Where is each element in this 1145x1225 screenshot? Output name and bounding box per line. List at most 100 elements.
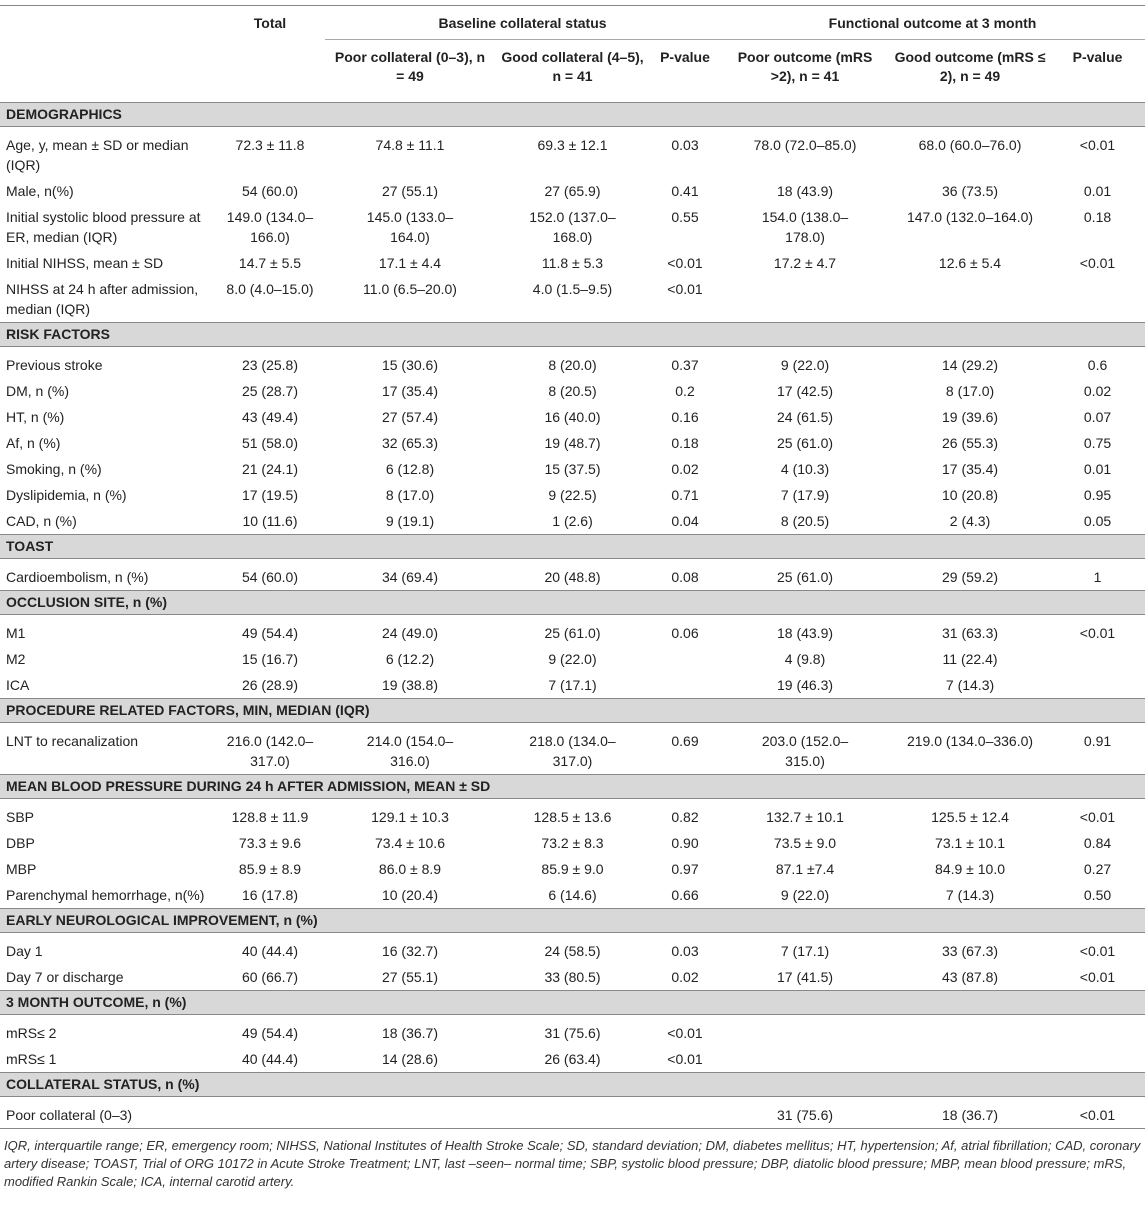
- data-cell: 0.66: [650, 882, 720, 909]
- row-label: Poor collateral (0–3): [0, 1096, 215, 1129]
- row-label: Male, n(%): [6, 183, 74, 199]
- data-cell: 132.7 ± 10.1: [720, 799, 890, 831]
- data-cell: 85.9 ± 8.9: [215, 856, 325, 882]
- cell-text: 73.2 ± 8.3: [541, 835, 604, 851]
- cell-text: 17 (42.5): [776, 383, 834, 399]
- section-title: OCCLUSION SITE, n (%): [0, 590, 1145, 615]
- row-label: Age, y, mean ± SD or median (IQR): [6, 137, 189, 173]
- row-label: NIHSS at 24 h after admission, median (I…: [6, 281, 199, 317]
- row-label: CAD, n (%): [6, 513, 77, 529]
- data-cell: 27 (65.9): [495, 178, 650, 204]
- data-cell: 9 (19.1): [325, 508, 495, 535]
- section-row: PROCEDURE RELATED FACTORS, MIN, MEDIAN (…: [0, 698, 1145, 723]
- cell-text: 0.06: [671, 625, 699, 641]
- data-cell: 0.02: [1083, 383, 1112, 399]
- cell-text: 20 (48.8): [544, 569, 601, 585]
- cell-text: 32 (65.3): [381, 435, 439, 451]
- cell-text: 54 (60.0): [241, 569, 299, 585]
- data-cell: 0.07: [1083, 409, 1112, 425]
- data-row: Af, n (%) 51 (58.0) 32 (65.3) 19 (48.7) 0.18…: [0, 430, 1145, 456]
- data-cell: 31 (75.6): [720, 1096, 891, 1129]
- cell-text: 15 (16.7): [241, 651, 299, 667]
- data-cell: 125.5 ± 12.4: [931, 809, 1009, 825]
- row-label: DM, n (%): [6, 383, 69, 399]
- data-cell: 0.75: [1083, 435, 1112, 451]
- data-cell: 74.8 ± 11.1: [325, 127, 495, 179]
- cell-text: 0.08: [671, 569, 699, 585]
- data-cell: 2 (4.3): [949, 513, 991, 529]
- cell-text: 0.2: [675, 383, 695, 399]
- data-cell: 0.50: [1083, 887, 1112, 903]
- data-cell: 26 (63.4): [495, 1046, 650, 1073]
- cell-text: 154.0 (138.0–178.0): [761, 209, 849, 245]
- data-cell: 1: [1093, 569, 1102, 585]
- data-cell: 73.2 ± 8.3: [495, 830, 650, 856]
- data-cell: 72.3 ± 11.8: [215, 127, 325, 179]
- data-cell: 8.0 (4.0–15.0): [215, 276, 325, 323]
- section-title: PROCEDURE RELATED FACTORS, MIN, MEDIAN (…: [0, 698, 1145, 723]
- column-header: P-value: [1050, 39, 1145, 103]
- data-cell: 6 (12.2): [325, 646, 495, 672]
- data-cell: 18 (43.9): [720, 615, 890, 647]
- data-cell: 6 (12.8): [325, 456, 495, 482]
- cell-text: 17 (35.4): [381, 383, 439, 399]
- data-cell: 73.5 ± 9.0: [720, 830, 890, 856]
- row-label: Day 7 or discharge: [6, 969, 124, 985]
- cell-text: 19 (48.7): [544, 435, 601, 451]
- cell-text: 218.0 (134.0–317.0): [529, 733, 616, 769]
- cell-text: 19 (38.8): [381, 677, 439, 693]
- row-label: Af, n (%): [6, 435, 61, 451]
- data-cell: <0.01: [1079, 809, 1116, 825]
- data-cell: 218.0 (134.0–317.0): [495, 723, 650, 775]
- data-cell: 17 (42.5): [720, 378, 890, 404]
- section-title: DEMOGRAPHICS: [0, 102, 1145, 127]
- data-cell: 19 (38.8): [325, 672, 495, 699]
- cell-text: 15 (37.5): [544, 461, 601, 477]
- cell-text: 15 (30.6): [381, 357, 439, 373]
- cell-text: 73.3 ± 9.6: [238, 835, 302, 851]
- data-cell: 10 (11.6): [215, 508, 325, 535]
- data-cell: 0.95: [1083, 487, 1112, 503]
- data-cell: 8 (17.0): [325, 482, 495, 508]
- cell-text: 27 (65.9): [544, 183, 601, 199]
- cell-text: 7 (17.1): [780, 943, 830, 959]
- cell-text: 25 (61.0): [544, 625, 601, 641]
- cell-text: 152.0 (137.0–168.0): [529, 209, 616, 245]
- data-cell: 0.37: [650, 347, 720, 379]
- data-cell: 10 (20.4): [325, 882, 495, 909]
- data-cell: <0.01: [1079, 625, 1116, 641]
- data-cell: 0.91: [1083, 733, 1112, 749]
- data-cell: 149.0 (134.0–166.0): [215, 204, 325, 250]
- data-cell: 27 (57.4): [325, 404, 495, 430]
- cell-text: 18 (43.9): [776, 183, 834, 199]
- empty-cell: [1050, 1046, 1145, 1073]
- data-cell: 7 (17.9): [720, 482, 890, 508]
- footnote: IQR, interquartile range; ER, emergency …: [4, 1138, 1141, 1189]
- empty-cell: [1050, 646, 1145, 672]
- data-cell: 14.7 ± 5.5: [215, 250, 325, 276]
- cell-text: 0.41: [671, 183, 699, 199]
- data-cell: 19 (39.6): [941, 409, 999, 425]
- data-row: MBP 85.9 ± 8.9 86.0 ± 8.9 85.9 ± 9.0 0.97 87.…: [0, 856, 1145, 882]
- cell-text: 17 (41.5): [776, 969, 834, 985]
- data-cell: 0.04: [650, 508, 720, 535]
- cell-text: 85.9 ± 9.0: [541, 861, 604, 877]
- data-cell: 0.71: [650, 482, 720, 508]
- data-cell: 214.0 (154.0–316.0): [325, 723, 495, 775]
- data-cell: 152.0 (137.0–168.0): [495, 204, 650, 250]
- data-cell: 16 (17.8): [215, 882, 325, 909]
- data-cell: 86.0 ± 8.9: [325, 856, 495, 882]
- data-cell: 32 (65.3): [325, 430, 495, 456]
- data-cell: 27 (55.1): [325, 178, 495, 204]
- cell-text: 8 (20.5): [780, 513, 830, 529]
- data-row: Day 7 or discharge 60 (66.7) 27 (55.1) 33 (…: [0, 964, 1145, 991]
- data-cell: 7 (14.3): [945, 677, 995, 693]
- cell-text: 214.0 (154.0–316.0): [366, 733, 454, 769]
- data-row: CAD, n (%) 10 (11.6) 9 (19.1) 1 (2.6) 0.04 8 …: [0, 508, 1145, 535]
- section-row: 3 MONTH OUTCOME, n (%): [0, 990, 1145, 1015]
- cell-text: 203.0 (152.0–315.0): [761, 733, 849, 769]
- data-cell: 34 (69.4): [325, 559, 495, 591]
- cell-text: <0.01: [667, 1025, 703, 1041]
- data-cell: 0.01: [1083, 183, 1112, 199]
- row-label: Smoking, n (%): [6, 461, 102, 477]
